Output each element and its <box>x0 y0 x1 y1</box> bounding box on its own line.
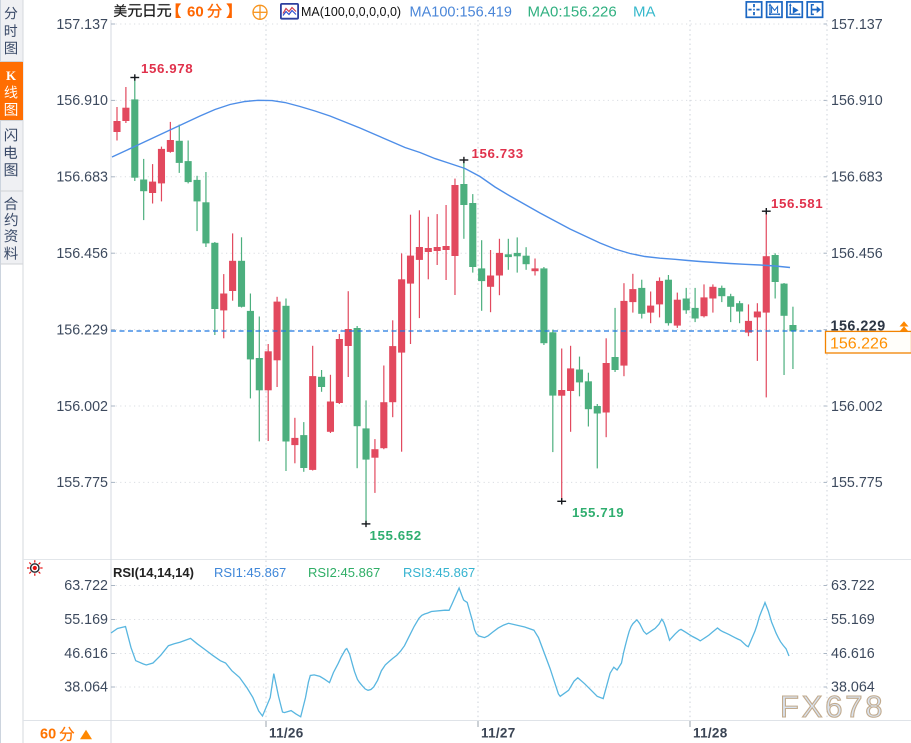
svg-text:157.137: 157.137 <box>56 17 108 33</box>
svg-text:156.683: 156.683 <box>56 170 108 186</box>
svg-text:55.169: 55.169 <box>64 612 108 628</box>
svg-text:157.137: 157.137 <box>831 17 883 33</box>
svg-text:63.722: 63.722 <box>831 578 875 594</box>
svg-text:55.169: 55.169 <box>831 612 875 628</box>
svg-text:11/26: 11/26 <box>269 726 304 741</box>
svg-text:155.775: 155.775 <box>831 475 883 491</box>
svg-text:156.733: 156.733 <box>472 146 524 161</box>
svg-text:46.616: 46.616 <box>64 646 108 662</box>
svg-text:156.683: 156.683 <box>831 170 883 186</box>
svg-text:RSI1:45.867: RSI1:45.867 <box>214 565 286 580</box>
svg-text:156.978: 156.978 <box>141 61 193 76</box>
svg-text:MA100:156.419: MA100:156.419 <box>410 5 512 21</box>
svg-text:RSI3:45.867: RSI3:45.867 <box>403 565 475 580</box>
svg-text:11/27: 11/27 <box>481 726 516 741</box>
svg-text:156.910: 156.910 <box>56 93 108 109</box>
svg-text:156.456: 156.456 <box>831 246 883 262</box>
svg-text:155.775: 155.775 <box>56 475 108 491</box>
svg-text:MA: MA <box>633 4 656 21</box>
svg-text:60: 60 <box>187 4 204 21</box>
svg-text:155.652: 155.652 <box>370 528 422 543</box>
svg-text:11/28: 11/28 <box>693 726 728 741</box>
svg-text:38.064: 38.064 <box>64 679 108 695</box>
svg-text:63.722: 63.722 <box>64 578 108 594</box>
svg-text:156.910: 156.910 <box>831 93 883 109</box>
svg-text:156.002: 156.002 <box>56 399 108 415</box>
svg-text:156.229: 156.229 <box>831 318 886 334</box>
svg-text:60: 60 <box>40 726 56 742</box>
svg-text:156.581: 156.581 <box>771 196 823 211</box>
svg-text:156.002: 156.002 <box>831 399 883 415</box>
svg-text:38.064: 38.064 <box>831 679 875 695</box>
svg-text:FX678: FX678 <box>780 689 885 724</box>
svg-text:RSI(14,14,14): RSI(14,14,14) <box>113 565 194 580</box>
svg-text:MA0:156.226: MA0:156.226 <box>528 4 617 21</box>
svg-text:MA(100,0,0,0,0,0): MA(100,0,0,0,0,0) <box>301 5 401 19</box>
svg-text:46.616: 46.616 <box>831 646 875 662</box>
svg-text:RSI2:45.867: RSI2:45.867 <box>308 565 380 580</box>
svg-text:156.226: 156.226 <box>830 335 888 352</box>
svg-text:K: K <box>6 68 17 83</box>
svg-text:155.719: 155.719 <box>572 505 624 520</box>
svg-text:156.456: 156.456 <box>56 246 108 262</box>
svg-text:156.229: 156.229 <box>56 322 108 338</box>
